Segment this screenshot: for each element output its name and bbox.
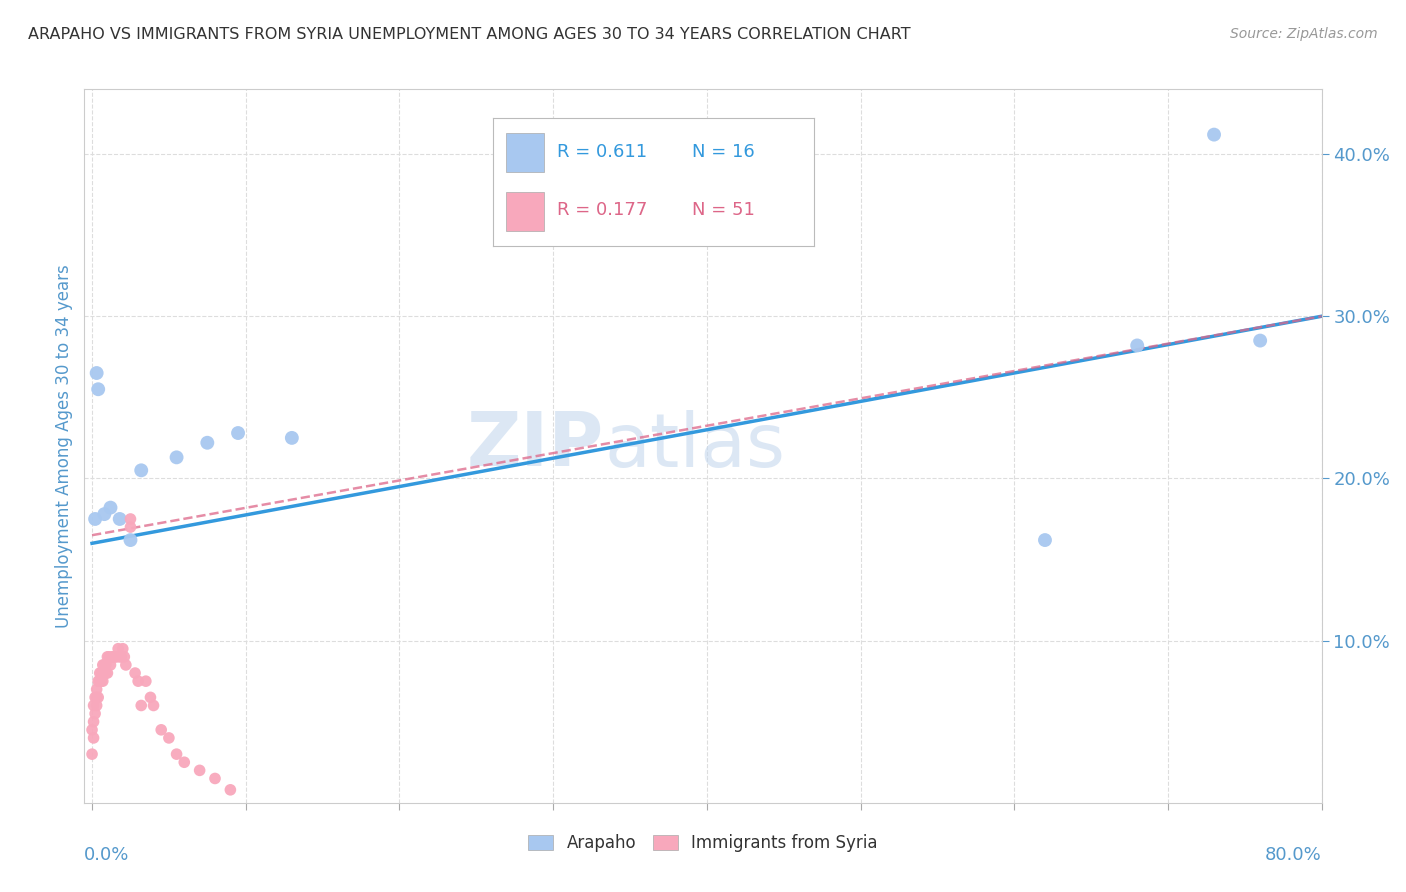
Point <box>96 666 118 681</box>
Text: Source: ZipAtlas.com: Source: ZipAtlas.com <box>1230 27 1378 41</box>
Point <box>90 666 112 681</box>
Text: ZIP: ZIP <box>467 409 605 483</box>
Point <box>1202 128 1225 142</box>
Point <box>120 520 142 534</box>
Point <box>97 649 120 664</box>
Point <box>86 690 108 705</box>
Point <box>93 666 115 681</box>
Point <box>91 657 114 672</box>
Text: R = 0.177: R = 0.177 <box>557 202 647 219</box>
Point <box>112 649 135 664</box>
Point <box>84 512 107 526</box>
Point <box>104 649 127 664</box>
Point <box>100 500 122 515</box>
Point <box>101 649 124 664</box>
Point <box>90 674 112 689</box>
Point <box>188 764 211 778</box>
Point <box>142 698 165 713</box>
Legend: Arapaho, Immigrants from Syria: Arapaho, Immigrants from Syria <box>522 828 884 859</box>
Point <box>1249 334 1271 348</box>
Text: R = 0.611: R = 0.611 <box>557 144 647 161</box>
Point <box>80 723 103 737</box>
Point <box>100 657 122 672</box>
Point <box>139 690 162 705</box>
Bar <box>506 193 544 231</box>
Point <box>111 641 134 656</box>
Point <box>226 425 249 440</box>
Point <box>84 706 107 721</box>
Point <box>124 666 146 681</box>
Point <box>89 674 111 689</box>
Point <box>173 756 195 770</box>
Point <box>1033 533 1056 547</box>
Point <box>86 682 108 697</box>
Point <box>83 698 105 713</box>
Point <box>87 674 110 689</box>
Point <box>86 366 108 380</box>
Point <box>93 657 115 672</box>
Point <box>91 674 114 689</box>
Point <box>93 507 115 521</box>
Point <box>195 435 218 450</box>
Text: N = 51: N = 51 <box>692 202 755 219</box>
Text: 80.0%: 80.0% <box>1265 846 1322 863</box>
Point <box>166 450 188 465</box>
Point <box>108 649 131 664</box>
Point <box>87 690 110 705</box>
Point <box>135 674 157 689</box>
Point <box>83 714 105 729</box>
Point <box>120 512 142 526</box>
Text: N = 16: N = 16 <box>692 144 755 161</box>
Point <box>80 747 103 761</box>
Point <box>105 649 128 664</box>
Point <box>87 382 110 396</box>
Point <box>150 723 173 737</box>
Point <box>94 666 117 681</box>
Point <box>115 657 138 672</box>
Text: ARAPAHO VS IMMIGRANTS FROM SYRIA UNEMPLOYMENT AMONG AGES 30 TO 34 YEARS CORRELAT: ARAPAHO VS IMMIGRANTS FROM SYRIA UNEMPLO… <box>28 27 911 42</box>
Y-axis label: Unemployment Among Ages 30 to 34 years: Unemployment Among Ages 30 to 34 years <box>55 264 73 628</box>
Point <box>83 731 105 745</box>
Point <box>103 649 125 664</box>
Point <box>281 431 304 445</box>
Point <box>127 674 149 689</box>
Point <box>86 698 108 713</box>
Point <box>96 649 118 664</box>
Point <box>129 698 152 713</box>
Point <box>89 666 111 681</box>
Point <box>107 641 129 656</box>
Point <box>157 731 180 745</box>
Point <box>94 657 117 672</box>
Point <box>204 772 226 786</box>
Point <box>1126 338 1149 352</box>
Point <box>110 649 132 664</box>
Bar <box>506 133 544 171</box>
Point <box>84 690 107 705</box>
Point <box>120 533 142 547</box>
Text: atlas: atlas <box>605 409 785 483</box>
Point <box>108 512 131 526</box>
Point <box>129 463 152 477</box>
Point <box>166 747 188 761</box>
Text: 0.0%: 0.0% <box>84 846 129 863</box>
Point <box>219 782 242 797</box>
